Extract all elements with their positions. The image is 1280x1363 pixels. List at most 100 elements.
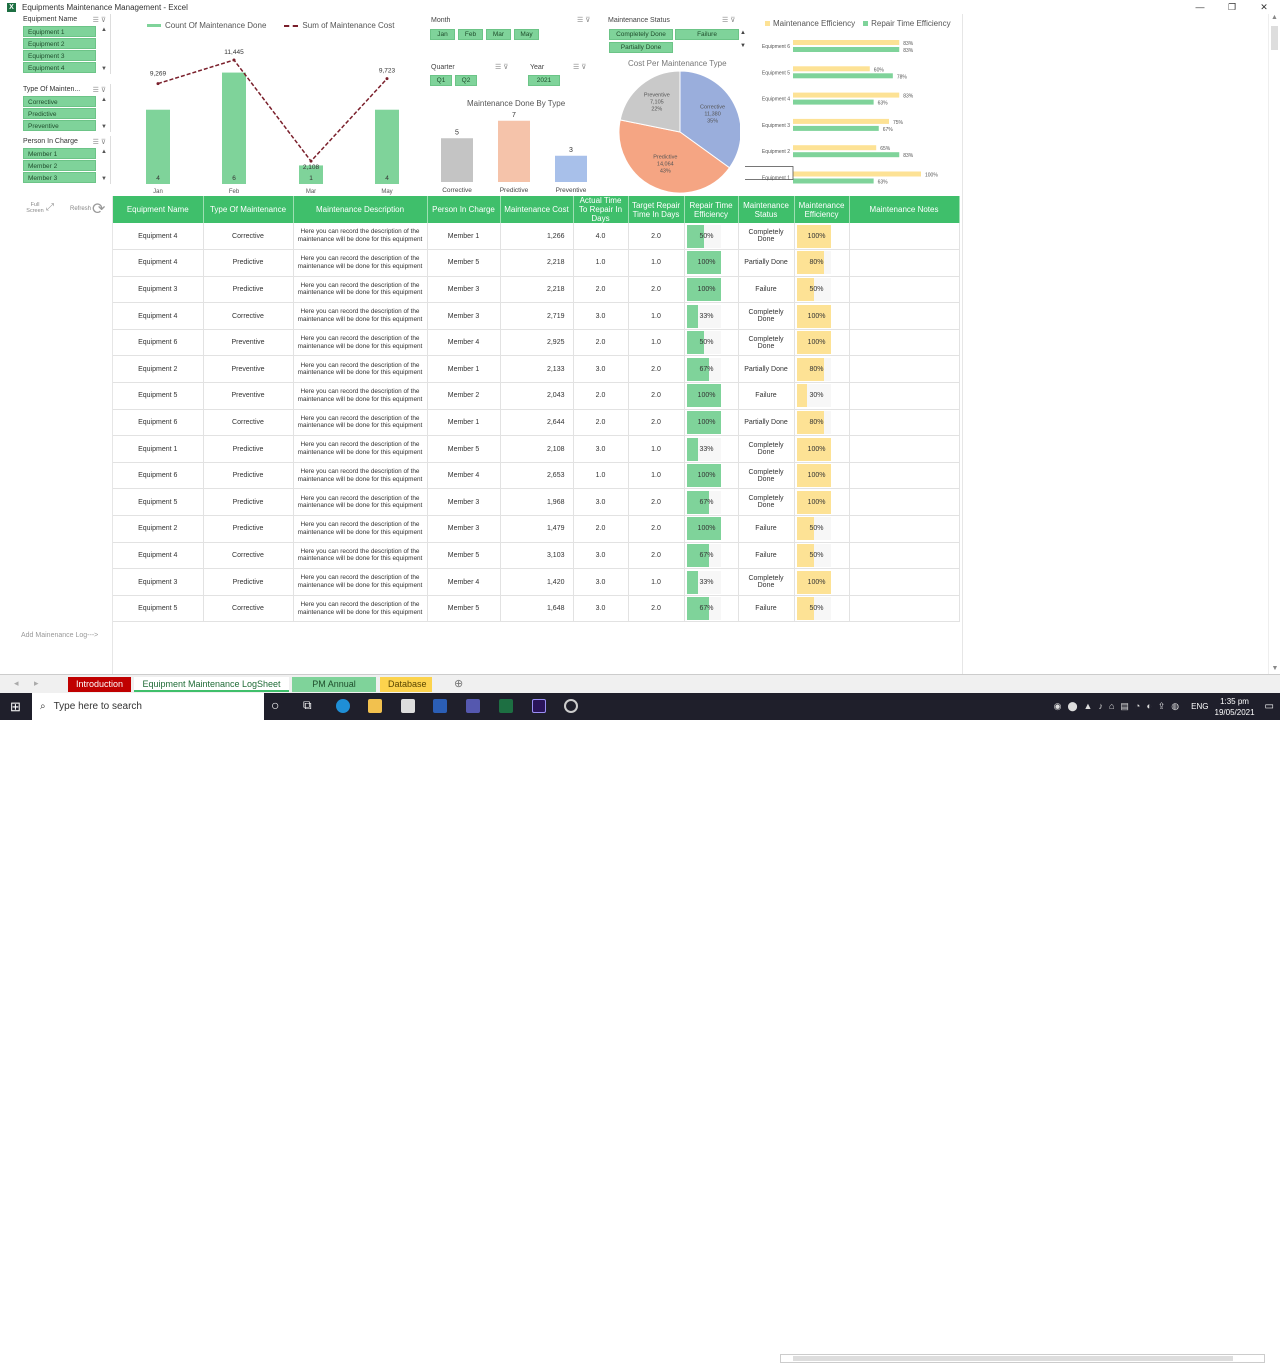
person-cell[interactable]: Member 5 (427, 542, 501, 570)
column-header[interactable]: Maintenance Efficiency (794, 196, 850, 223)
target-time-cell[interactable]: 1.0 (628, 435, 685, 463)
slicer-filter-icon[interactable]: ☰⊽ (92, 16, 108, 24)
add-sheet-icon[interactable]: ⊕ (454, 678, 464, 690)
status-scroll-up-icon[interactable]: ▲ (740, 30, 746, 36)
column-header[interactable]: Repair Time Efficiency (684, 196, 739, 223)
type-cell[interactable]: Corrective (203, 223, 294, 251)
person-cell[interactable]: Member 3 (427, 302, 501, 330)
cost-cell[interactable]: 2,925 (500, 329, 574, 357)
equipment-cell[interactable]: Equipment 4 (113, 249, 204, 277)
description-cell[interactable]: Here you can record the description of t… (293, 276, 428, 304)
cost-cell[interactable]: 1,479 (500, 515, 574, 543)
status-cell[interactable]: Partially Done (738, 355, 795, 384)
status-cell[interactable]: Failure (738, 276, 795, 304)
tab-nav-next-icon[interactable]: ▸ (34, 678, 39, 688)
repair-eff-cell[interactable]: 100% (684, 409, 739, 437)
description-cell[interactable]: Here you can record the description of t… (293, 329, 428, 357)
column-header[interactable]: Equipment Name (113, 196, 204, 223)
equipment-cell[interactable]: Equipment 3 (113, 276, 204, 304)
description-cell[interactable]: Here you can record the description of t… (293, 302, 428, 330)
status-cell[interactable]: Completely Done (738, 488, 795, 517)
maint-eff-cell[interactable]: 100% (794, 302, 850, 330)
status-cell[interactable]: Partially Done (738, 409, 795, 437)
cost-cell[interactable]: 2,043 (500, 382, 574, 410)
month-button[interactable]: Jan (430, 29, 455, 40)
slicer-item[interactable]: Member 1 (23, 148, 96, 159)
slicer-scroll-up-icon[interactable]: ▲ (101, 27, 107, 33)
person-cell[interactable]: Member 5 (427, 249, 501, 277)
slicer-item[interactable]: Member 2 (23, 160, 96, 171)
status-cell[interactable]: Completely Done (738, 568, 795, 596)
target-time-cell[interactable]: 2.0 (628, 542, 685, 570)
slicer-scroll-up-icon[interactable]: ▲ (101, 149, 107, 155)
tab-database[interactable]: Database (380, 677, 432, 692)
description-cell[interactable]: Here you can record the description of t… (293, 435, 428, 463)
cost-cell[interactable]: 1,968 (500, 488, 574, 517)
edge-icon[interactable] (336, 699, 350, 713)
maint-eff-cell[interactable]: 80% (794, 409, 850, 437)
target-time-cell[interactable]: 2.0 (628, 223, 685, 251)
notes-cell[interactable] (849, 276, 960, 304)
slicer-item[interactable]: Preventive (23, 120, 96, 131)
equipment-cell[interactable]: Equipment 5 (113, 595, 204, 623)
type-cell[interactable]: Predictive (203, 515, 294, 543)
description-cell[interactable]: Here you can record the description of t… (293, 409, 428, 437)
repair-eff-cell[interactable]: 100% (684, 515, 739, 543)
notes-cell[interactable] (849, 595, 960, 623)
description-cell[interactable]: Here you can record the description of t… (293, 568, 428, 596)
maint-eff-cell[interactable]: 50% (794, 515, 850, 543)
repair-eff-cell[interactable]: 67% (684, 542, 739, 570)
description-cell[interactable]: Here you can record the description of t… (293, 488, 428, 517)
tab-pm-annual-board[interactable]: PM Annual Board (292, 677, 376, 704)
tab-nav-prev-icon[interactable]: ◂ (14, 678, 19, 688)
notes-cell[interactable] (849, 568, 960, 596)
actual-time-cell[interactable]: 2.0 (573, 329, 629, 357)
target-time-cell[interactable]: 1.0 (628, 329, 685, 357)
status-cell[interactable]: Completely Done (738, 462, 795, 490)
quarter-slicer-filter-icon[interactable]: ☰ ⊽ (495, 64, 509, 71)
equipment-cell[interactable]: Equipment 6 (113, 409, 204, 437)
notification-icon[interactable]: ▭ (1264, 701, 1274, 712)
status-button[interactable]: Completely Done (609, 29, 673, 40)
notes-cell[interactable] (849, 435, 960, 463)
person-cell[interactable]: Member 1 (427, 355, 501, 384)
repair-eff-cell[interactable]: 100% (684, 249, 739, 277)
type-cell[interactable]: Predictive (203, 435, 294, 463)
horizontal-scrollbar[interactable] (780, 1354, 1265, 1363)
tab-introduction[interactable]: Introduction (68, 677, 131, 692)
repair-eff-cell[interactable]: 50% (684, 223, 739, 251)
target-time-cell[interactable]: 2.0 (628, 409, 685, 437)
notes-cell[interactable] (849, 329, 960, 357)
month-button[interactable]: Mar (486, 29, 511, 40)
taskbar-search-input[interactable]: ⌕ Type here to search (32, 693, 264, 720)
repair-eff-cell[interactable]: 33% (684, 435, 739, 463)
maint-eff-cell[interactable]: 100% (794, 462, 850, 490)
person-cell[interactable]: Member 5 (427, 595, 501, 623)
repair-eff-cell[interactable]: 67% (684, 488, 739, 517)
slicer-item[interactable]: Equipment 1 (23, 26, 96, 37)
month-button[interactable]: Feb (458, 29, 483, 40)
type-cell[interactable]: Predictive (203, 568, 294, 596)
description-cell[interactable]: Here you can record the description of t… (293, 462, 428, 490)
target-time-cell[interactable]: 2.0 (628, 355, 685, 384)
actual-time-cell[interactable]: 3.0 (573, 542, 629, 570)
status-cell[interactable]: Failure (738, 542, 795, 570)
clock[interactable]: 1:35 pm 19/05/2021 (1215, 696, 1255, 718)
cost-cell[interactable]: 2,218 (500, 276, 574, 304)
type-cell[interactable]: Predictive (203, 488, 294, 517)
equipment-cell[interactable]: Equipment 3 (113, 568, 204, 596)
equipment-cell[interactable]: Equipment 6 (113, 329, 204, 357)
maint-eff-cell[interactable]: 100% (794, 488, 850, 517)
actual-time-cell[interactable]: 3.0 (573, 302, 629, 330)
refresh-label[interactable]: Refresh (70, 206, 92, 212)
notes-cell[interactable] (849, 462, 960, 490)
notes-cell[interactable] (849, 249, 960, 277)
type-cell[interactable]: Predictive (203, 249, 294, 277)
quarter-button[interactable]: Q1 (430, 75, 452, 86)
slicer-item[interactable]: Member 3 (23, 172, 96, 183)
notes-cell[interactable] (849, 409, 960, 437)
equipment-cell[interactable]: Equipment 2 (113, 355, 204, 384)
equipment-cell[interactable]: Equipment 2 (113, 515, 204, 543)
equipment-cell[interactable]: Equipment 5 (113, 488, 204, 517)
notes-cell[interactable] (849, 382, 960, 410)
